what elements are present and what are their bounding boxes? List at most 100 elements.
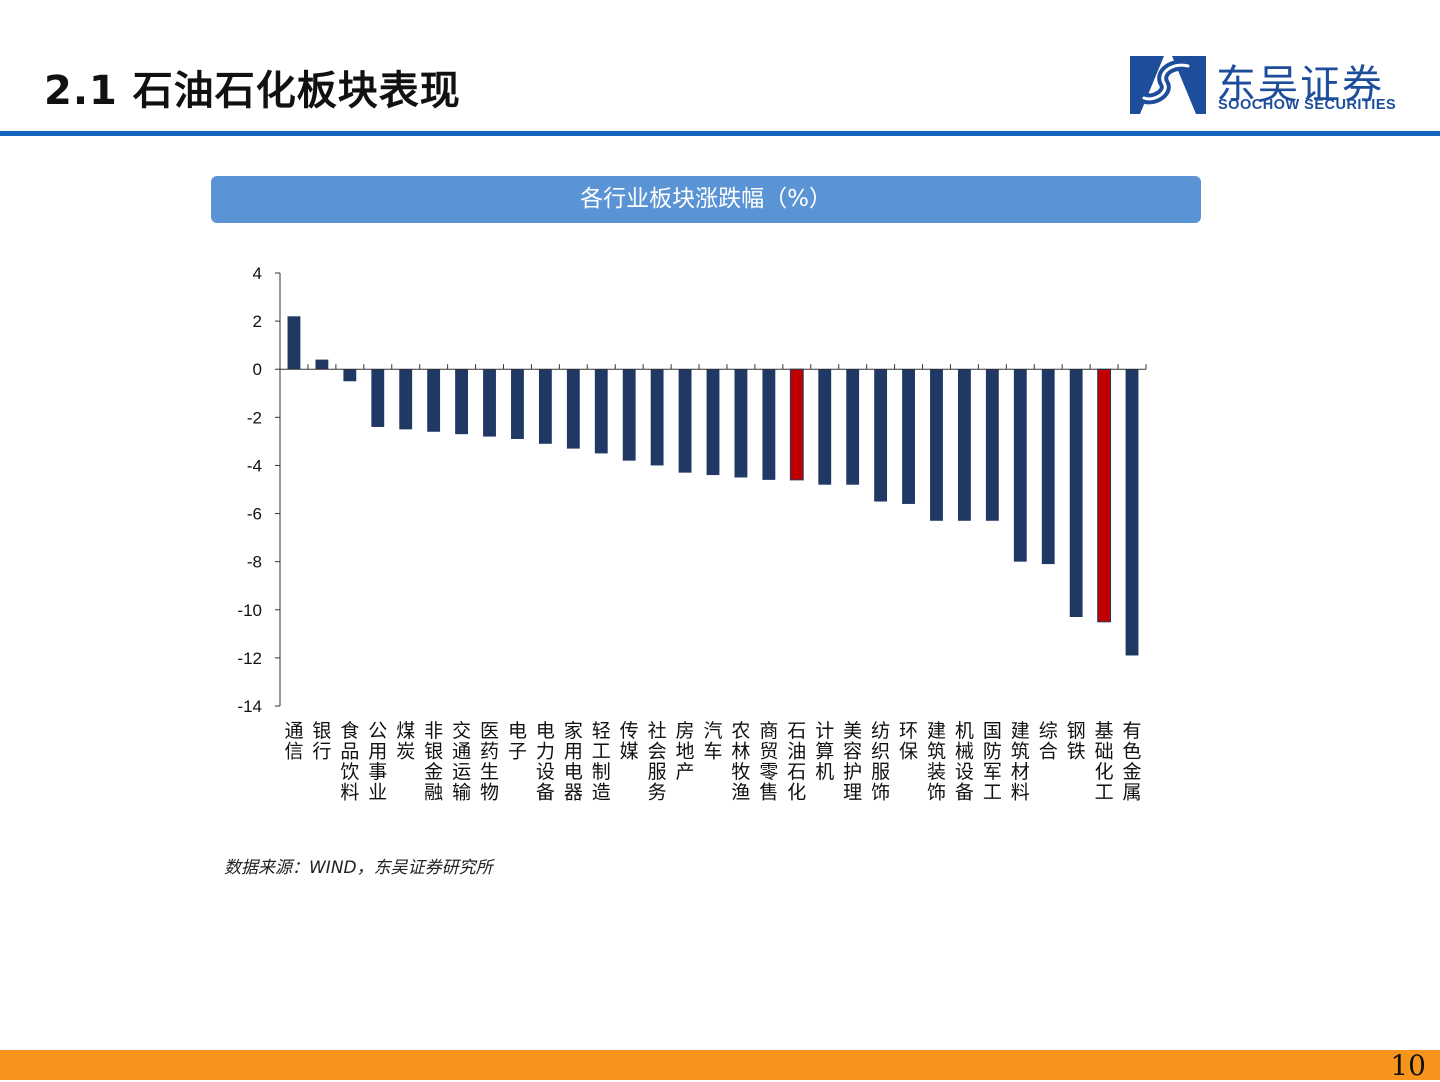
bar	[343, 369, 357, 382]
x-category-label: 建	[1011, 720, 1030, 742]
x-category-label: 服	[648, 761, 667, 783]
x-category-label: 用	[564, 741, 583, 763]
x-category-label: 银	[424, 741, 443, 763]
x-category-label: 纺	[871, 720, 890, 742]
x-category-label: 农	[731, 720, 750, 742]
x-category-label: 牧	[731, 761, 750, 783]
x-category-label: 产	[676, 761, 695, 783]
bar	[594, 369, 608, 454]
bar	[315, 359, 329, 370]
x-category-label: 轻	[592, 720, 611, 742]
x-category-label: 建	[927, 720, 946, 742]
x-category-label: 通	[452, 741, 471, 763]
data-source-note: 数据来源：WIND，东吴证券研究所	[224, 858, 493, 878]
bar	[511, 369, 524, 439]
x-category-label: 医	[480, 720, 499, 742]
x-category-label: 食	[340, 720, 359, 742]
bar	[622, 369, 636, 461]
y-tick-label: -8	[247, 553, 262, 572]
x-category-label: 饮	[340, 761, 359, 783]
x-category-label: 基	[1095, 720, 1114, 742]
x-category-label: 渔	[731, 782, 750, 804]
y-tick-label: -6	[247, 505, 262, 524]
x-category-label: 售	[759, 782, 778, 804]
x-category-label: 美	[843, 720, 862, 742]
y-tick-label: -14	[237, 697, 262, 716]
x-category-label: 设	[955, 761, 974, 783]
bar	[371, 369, 385, 427]
x-category-label: 金	[1123, 761, 1142, 783]
x-category-label: 煤	[396, 720, 415, 742]
x-category-label: 材	[1011, 761, 1030, 783]
x-category-label: 饰	[927, 782, 946, 804]
x-category-label: 务	[648, 782, 667, 804]
x-category-label: 色	[1123, 741, 1142, 763]
x-category-label: 电	[508, 720, 527, 742]
bar	[762, 369, 776, 480]
bar	[706, 369, 720, 476]
x-category-label: 商	[759, 720, 778, 742]
bar-chart-svg: 420-2-4-6-8-10-12-14通信银行食品饮料公用事业煤炭非银金融交通…	[237, 264, 1147, 804]
x-category-label: 料	[1011, 782, 1030, 804]
x-category-label: 国	[983, 720, 1002, 742]
x-category-label: 公	[368, 720, 387, 742]
logo-mark-icon	[1130, 56, 1206, 114]
x-category-label: 生	[480, 761, 499, 783]
x-category-label: 机	[815, 761, 834, 783]
bar	[818, 369, 832, 485]
x-category-label: 织	[871, 741, 890, 763]
bar	[734, 369, 748, 478]
bar	[427, 369, 441, 432]
bar	[287, 316, 301, 370]
logo-english-name: SOOCHOW SECURITIES	[1218, 97, 1397, 113]
page-number: 10	[1390, 1049, 1426, 1082]
x-category-label: 械	[955, 741, 974, 763]
x-category-label: 筑	[927, 741, 946, 763]
y-tick-label: 2	[253, 312, 262, 331]
bar	[985, 369, 999, 521]
x-category-label: 油	[787, 741, 806, 763]
x-category-label: 环	[899, 720, 918, 742]
x-category-label: 工	[592, 741, 611, 763]
bar	[538, 369, 552, 444]
x-category-label: 运	[452, 761, 471, 783]
x-category-label: 综	[1039, 720, 1058, 742]
x-category-label: 通	[284, 720, 303, 742]
x-category-label: 合	[1039, 741, 1058, 763]
x-category-label: 林	[731, 741, 750, 763]
x-category-label: 备	[955, 782, 974, 804]
page-title: 2.1 石油石化板块表现	[44, 68, 461, 114]
bar	[930, 369, 943, 521]
y-tick-label: 4	[253, 264, 262, 283]
x-category-label: 物	[480, 782, 499, 804]
x-category-label: 输	[452, 782, 471, 804]
x-category-label: 筑	[1011, 741, 1030, 763]
bar	[399, 369, 413, 430]
x-category-label: 事	[368, 761, 387, 783]
x-category-label: 造	[592, 782, 611, 804]
x-category-label: 房	[676, 720, 695, 742]
x-category-label: 化	[1095, 761, 1114, 783]
x-category-label: 金	[424, 761, 443, 783]
bar	[650, 369, 664, 466]
y-tick-label: -12	[237, 649, 262, 668]
x-category-label: 属	[1123, 782, 1142, 804]
bar	[846, 369, 860, 485]
x-category-label: 电	[536, 720, 555, 742]
chart-title-banner: 各行业板块涨跌幅（%）	[211, 176, 1201, 223]
bar	[566, 369, 580, 449]
x-category-label: 家	[564, 720, 583, 742]
x-category-label: 力	[536, 741, 555, 763]
x-category-label: 有	[1123, 720, 1142, 742]
x-category-label: 服	[871, 761, 890, 783]
x-category-label: 石	[787, 720, 806, 742]
bar	[1097, 368, 1112, 623]
x-category-label: 药	[480, 741, 499, 763]
bar	[1013, 369, 1027, 562]
x-category-label: 传	[620, 720, 639, 742]
bar	[1069, 369, 1083, 617]
x-category-label: 贸	[759, 741, 778, 763]
bar	[1041, 369, 1055, 565]
x-category-label: 社	[648, 720, 667, 742]
x-category-label: 钢	[1067, 720, 1086, 742]
